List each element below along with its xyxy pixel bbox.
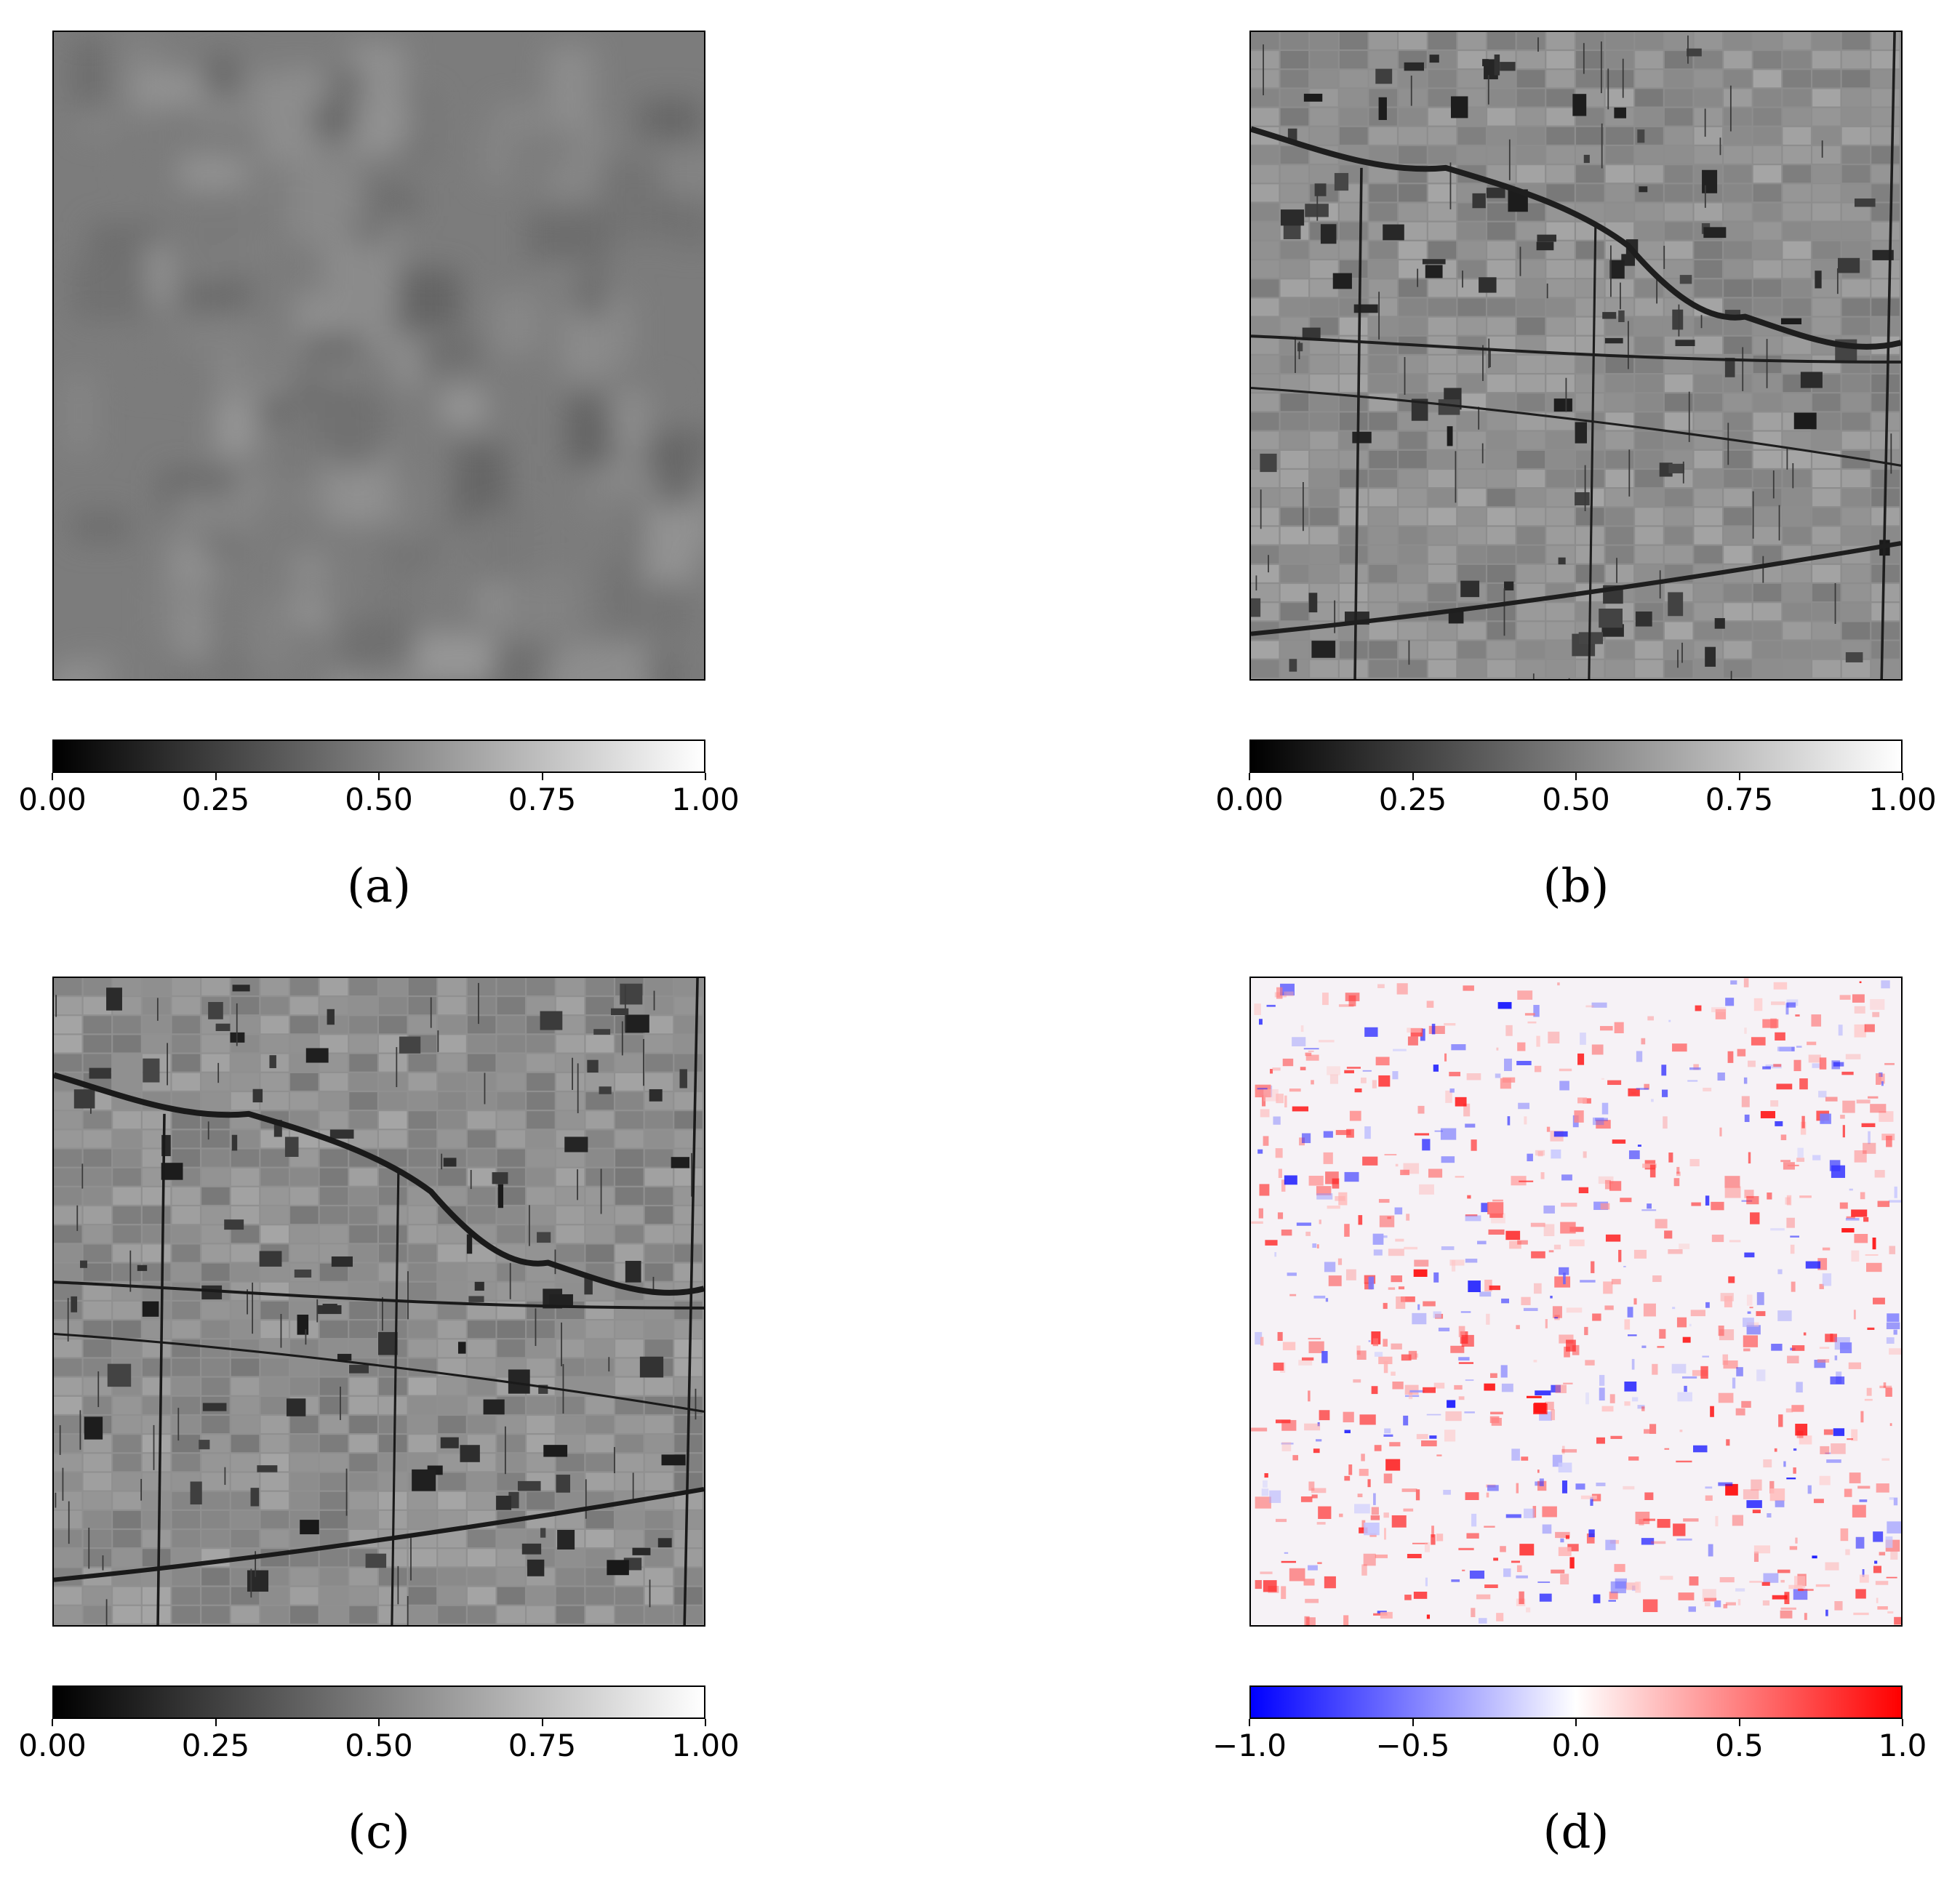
- tick-label: 0.75: [508, 1728, 577, 1763]
- field-image-c: [52, 977, 705, 1627]
- tick-label: 0.00: [1215, 782, 1284, 817]
- colorbar-ticks-d: −1.0 −0.5 0.0 0.5 1.0: [1212, 1719, 1927, 1763]
- caption-c: (c): [348, 1805, 410, 1859]
- colorbar-ticks-c: 0.00 0.25 0.50 0.75 1.00: [18, 1719, 740, 1763]
- tick-label: −0.5: [1375, 1728, 1450, 1763]
- colorbar-a: [52, 739, 705, 773]
- tick-label: 0.00: [18, 1728, 87, 1763]
- tick-label: 0.50: [345, 1728, 413, 1763]
- colorbar-d: [1249, 1685, 1903, 1719]
- caption-d: (d): [1543, 1805, 1609, 1859]
- tick-label: 0.75: [1705, 782, 1774, 817]
- panel-c: 0.00 0.25 0.50 0.75 1.00 (c): [18, 977, 740, 1859]
- tick-label: 0.25: [1378, 782, 1447, 817]
- caption-b: (b): [1543, 859, 1609, 913]
- tick-label: 1.00: [671, 1728, 740, 1763]
- tick-label: 0.0: [1551, 1728, 1601, 1763]
- colorbar-ticks-a: 0.00 0.25 0.50 0.75 1.00: [18, 773, 740, 817]
- field-image-b-svg: [1251, 32, 1901, 679]
- tick-label: 1.0: [1878, 1728, 1927, 1763]
- tick-label: 1.00: [1868, 782, 1937, 817]
- tick-label: 0.25: [181, 1728, 250, 1763]
- tick-label: 0.50: [1542, 782, 1610, 817]
- field-image-c-svg: [54, 978, 704, 1625]
- colorbar-c: [52, 1685, 705, 1719]
- tick-label: 0.00: [18, 782, 87, 817]
- field-image-b: [1249, 31, 1903, 681]
- difference-image-svg: [1251, 978, 1901, 1625]
- tick-label: 0.75: [508, 782, 577, 817]
- colorbar-b: [1249, 739, 1903, 773]
- tick-label: 0.50: [345, 782, 413, 817]
- colorbar-ticks-b: 0.00 0.25 0.50 0.75 1.00: [1215, 773, 1937, 817]
- tick-label: 1.00: [671, 782, 740, 817]
- difference-image: [1249, 977, 1903, 1627]
- tick-label: −1.0: [1212, 1728, 1287, 1763]
- tick-label: 0.25: [181, 782, 250, 817]
- panel-a: 0.00 0.25 0.50 0.75 1.00 (a): [18, 31, 740, 913]
- blurred-image-svg: [54, 32, 704, 679]
- panel-d: −1.0 −0.5 0.0 0.5 1.0 (d): [1212, 977, 1927, 1859]
- tick-label: 0.5: [1715, 1728, 1764, 1763]
- panel-b: 0.00 0.25 0.50 0.75 1.00 (b): [1215, 31, 1937, 913]
- caption-a: (a): [346, 859, 412, 913]
- blurred-image: [52, 31, 705, 681]
